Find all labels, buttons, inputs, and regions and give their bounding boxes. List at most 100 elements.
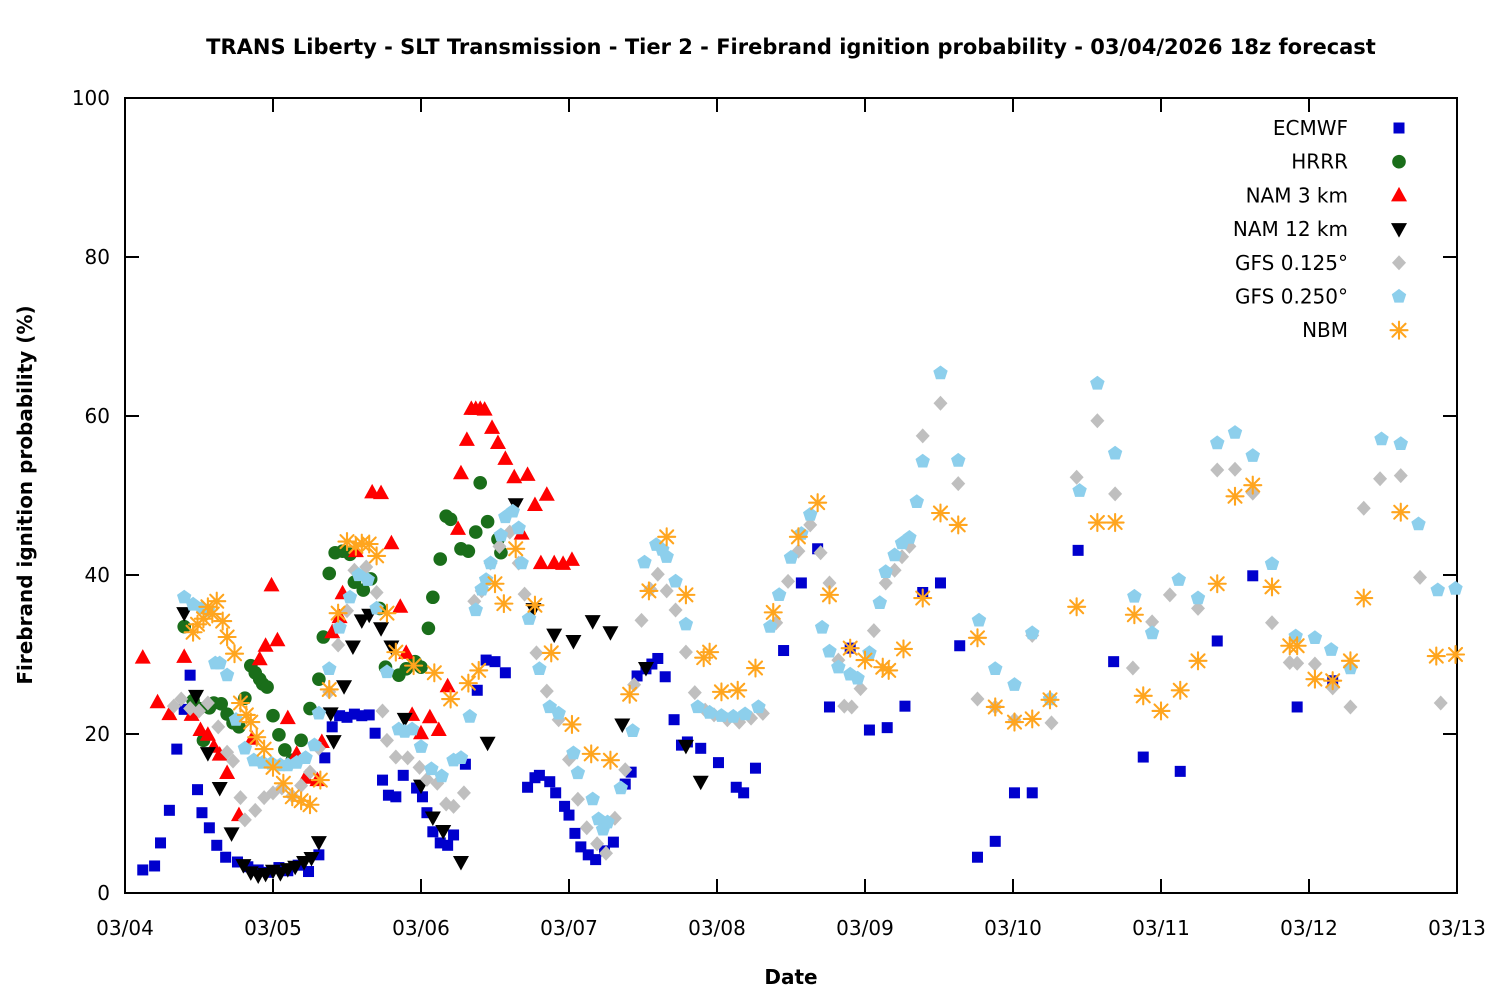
point-nbm: [230, 693, 250, 713]
asterisk-spoke: [1227, 488, 1243, 504]
point-gfs-0-250-: [311, 705, 327, 720]
asterisk-spoke: [361, 536, 377, 552]
point-gfs-0-125-: [174, 691, 189, 707]
point-gfs-0-125-: [1228, 461, 1242, 477]
point-ecmwf: [695, 742, 707, 754]
point-nam-3-km: [506, 468, 523, 484]
point-gfs-0-125-: [1090, 413, 1105, 429]
point-hrrr: [443, 512, 458, 527]
point-hrrr: [260, 680, 274, 694]
point-nam-3-km: [452, 464, 469, 480]
point-nbm: [404, 656, 424, 676]
point-nbm: [1340, 651, 1360, 671]
point-ecmwf: [363, 709, 375, 721]
asterisk-spoke: [487, 576, 503, 592]
point-ecmwf: [220, 851, 232, 863]
point-ecmwf: [749, 762, 761, 774]
point-nam-3-km: [161, 705, 178, 721]
asterisk-spoke: [821, 587, 838, 603]
point-gfs-0-250-: [1374, 431, 1389, 446]
point-hrrr: [468, 525, 483, 539]
point-ecmwf: [533, 769, 545, 781]
legend: ECMWF HRRR NAM 3 km NAM 12 km GFS 0.125° GFS …: [1233, 116, 1409, 342]
point-nam-12-km: [310, 836, 327, 851]
point-gfs-0-250-: [751, 699, 766, 714]
asterisk-spoke: [659, 529, 675, 545]
point-nbm: [788, 527, 808, 547]
asterisk-spoke: [1307, 671, 1323, 687]
point-gfs-0-250-: [831, 659, 846, 674]
point-gfs-0-125-: [1343, 699, 1358, 715]
point-ecmwf: [499, 667, 511, 679]
point-gfs-0-250-: [737, 706, 753, 721]
point-ecmwf: [934, 577, 946, 589]
point-ecmwf: [582, 849, 594, 861]
point-nam-12-km: [565, 634, 582, 650]
plot-area-border: [124, 97, 1458, 894]
point-gfs-0-250-: [600, 814, 615, 829]
point-ecmwf: [823, 701, 835, 713]
point-gfs-0-125-: [781, 573, 796, 589]
point-gfs-0-250-: [613, 780, 628, 795]
asterisk-spoke: [713, 684, 729, 700]
point-gfs-0-250-: [1072, 483, 1087, 497]
point-gfs-0-250-: [1171, 572, 1186, 586]
point-gfs-0-250-: [702, 704, 717, 719]
point-nam-12-km: [336, 680, 353, 695]
point-gfs-0-250-: [822, 643, 837, 658]
point-nbm: [236, 705, 256, 725]
legend-row-nam-12-km: NAM 12 km: [1233, 217, 1407, 241]
point-hrrr: [433, 552, 448, 566]
asterisk-spoke: [702, 644, 718, 660]
asterisk-spoke: [339, 534, 355, 550]
point-nam-3-km: [489, 434, 506, 450]
asterisk-spoke: [1135, 688, 1151, 704]
point-gfs-0-125-: [237, 812, 252, 828]
point-nbm: [224, 644, 245, 664]
asterisk-spoke: [226, 646, 243, 662]
point-nam-3-km: [555, 555, 572, 570]
point-nam-3-km: [251, 650, 268, 666]
point-nbm: [494, 594, 514, 614]
legend-row-gfs-0-125-: GFS 0.125°: [1235, 251, 1406, 275]
x-tick-label: 03/12: [1280, 916, 1338, 940]
asterisk-spoke: [1209, 576, 1225, 592]
asterisk-spoke: [369, 548, 385, 564]
x-tick-label: 03/09: [836, 916, 894, 940]
x-tick-label: 03/04: [96, 916, 154, 940]
point-nam-12-km: [344, 640, 361, 656]
asterisk-spoke: [1391, 322, 1407, 338]
point-ecmwf: [607, 836, 619, 848]
point-nam-12-km: [602, 626, 619, 641]
point-nbm: [948, 515, 968, 535]
point-ecmwf: [184, 669, 196, 681]
asterisk-spoke: [312, 772, 328, 788]
asterisk-spoke: [209, 593, 225, 609]
asterisk-spoke: [881, 662, 897, 678]
legend-label: GFS 0.250°: [1235, 285, 1348, 309]
point-ecmwf: [434, 837, 446, 849]
point-nbm: [441, 689, 461, 709]
point-hrrr: [316, 630, 331, 644]
point-nam-3-km: [219, 764, 236, 779]
point-nbm: [217, 627, 237, 647]
point-ecmwf: [625, 766, 637, 778]
point-gfs-0-125-: [529, 645, 544, 661]
point-gfs-0-250-: [298, 750, 313, 764]
point-nbm: [967, 628, 988, 648]
point-hrrr: [278, 743, 292, 757]
point-gfs-0-250-: [714, 708, 729, 722]
legend-label: NBM: [1302, 318, 1348, 342]
asterisk-spoke: [564, 716, 580, 733]
point-gfs-0-125-: [248, 802, 263, 818]
asterisk-spoke: [932, 505, 949, 521]
point-gfs-0-125-: [220, 744, 235, 760]
asterisk-spoke: [1042, 692, 1058, 708]
point-gfs-0-250-: [514, 555, 529, 570]
asterisk-spoke: [426, 665, 442, 681]
point-gfs-0-250-: [1430, 582, 1445, 597]
point-gfs-0-250-: [1227, 425, 1243, 439]
point-gfs-0-125-: [618, 762, 633, 778]
point-hrrr: [356, 583, 371, 597]
point-ecmwf: [881, 722, 893, 734]
